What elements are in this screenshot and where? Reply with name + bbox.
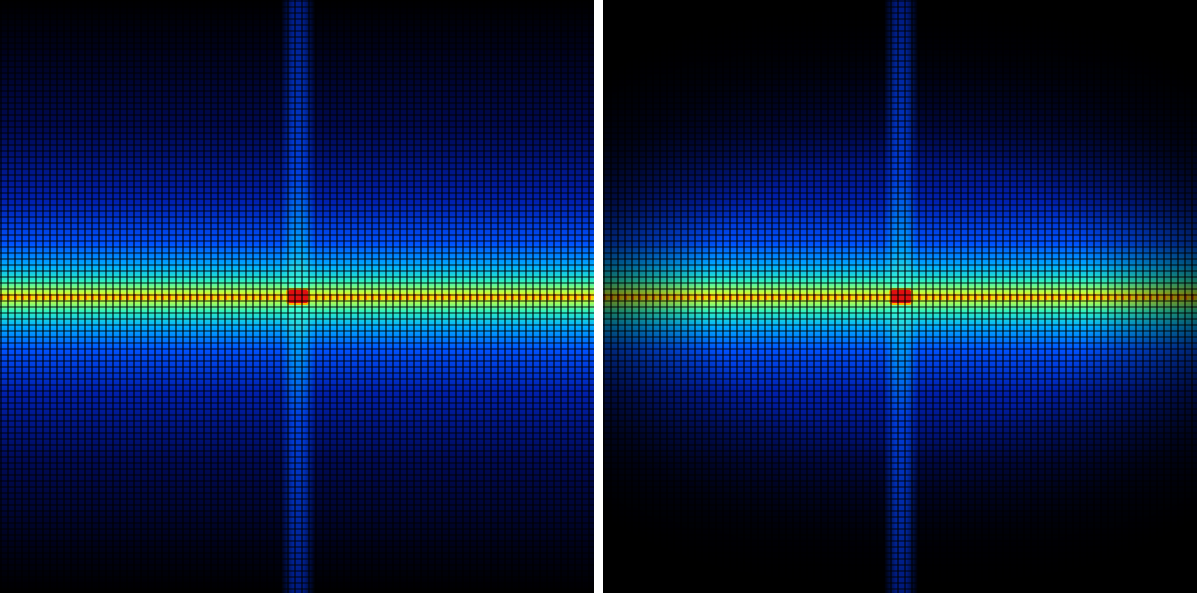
spectrum-left (0, 0, 594, 593)
pixel-grid (603, 0, 1197, 593)
spectrum-right (603, 0, 1197, 593)
pixel-grid (0, 0, 594, 593)
